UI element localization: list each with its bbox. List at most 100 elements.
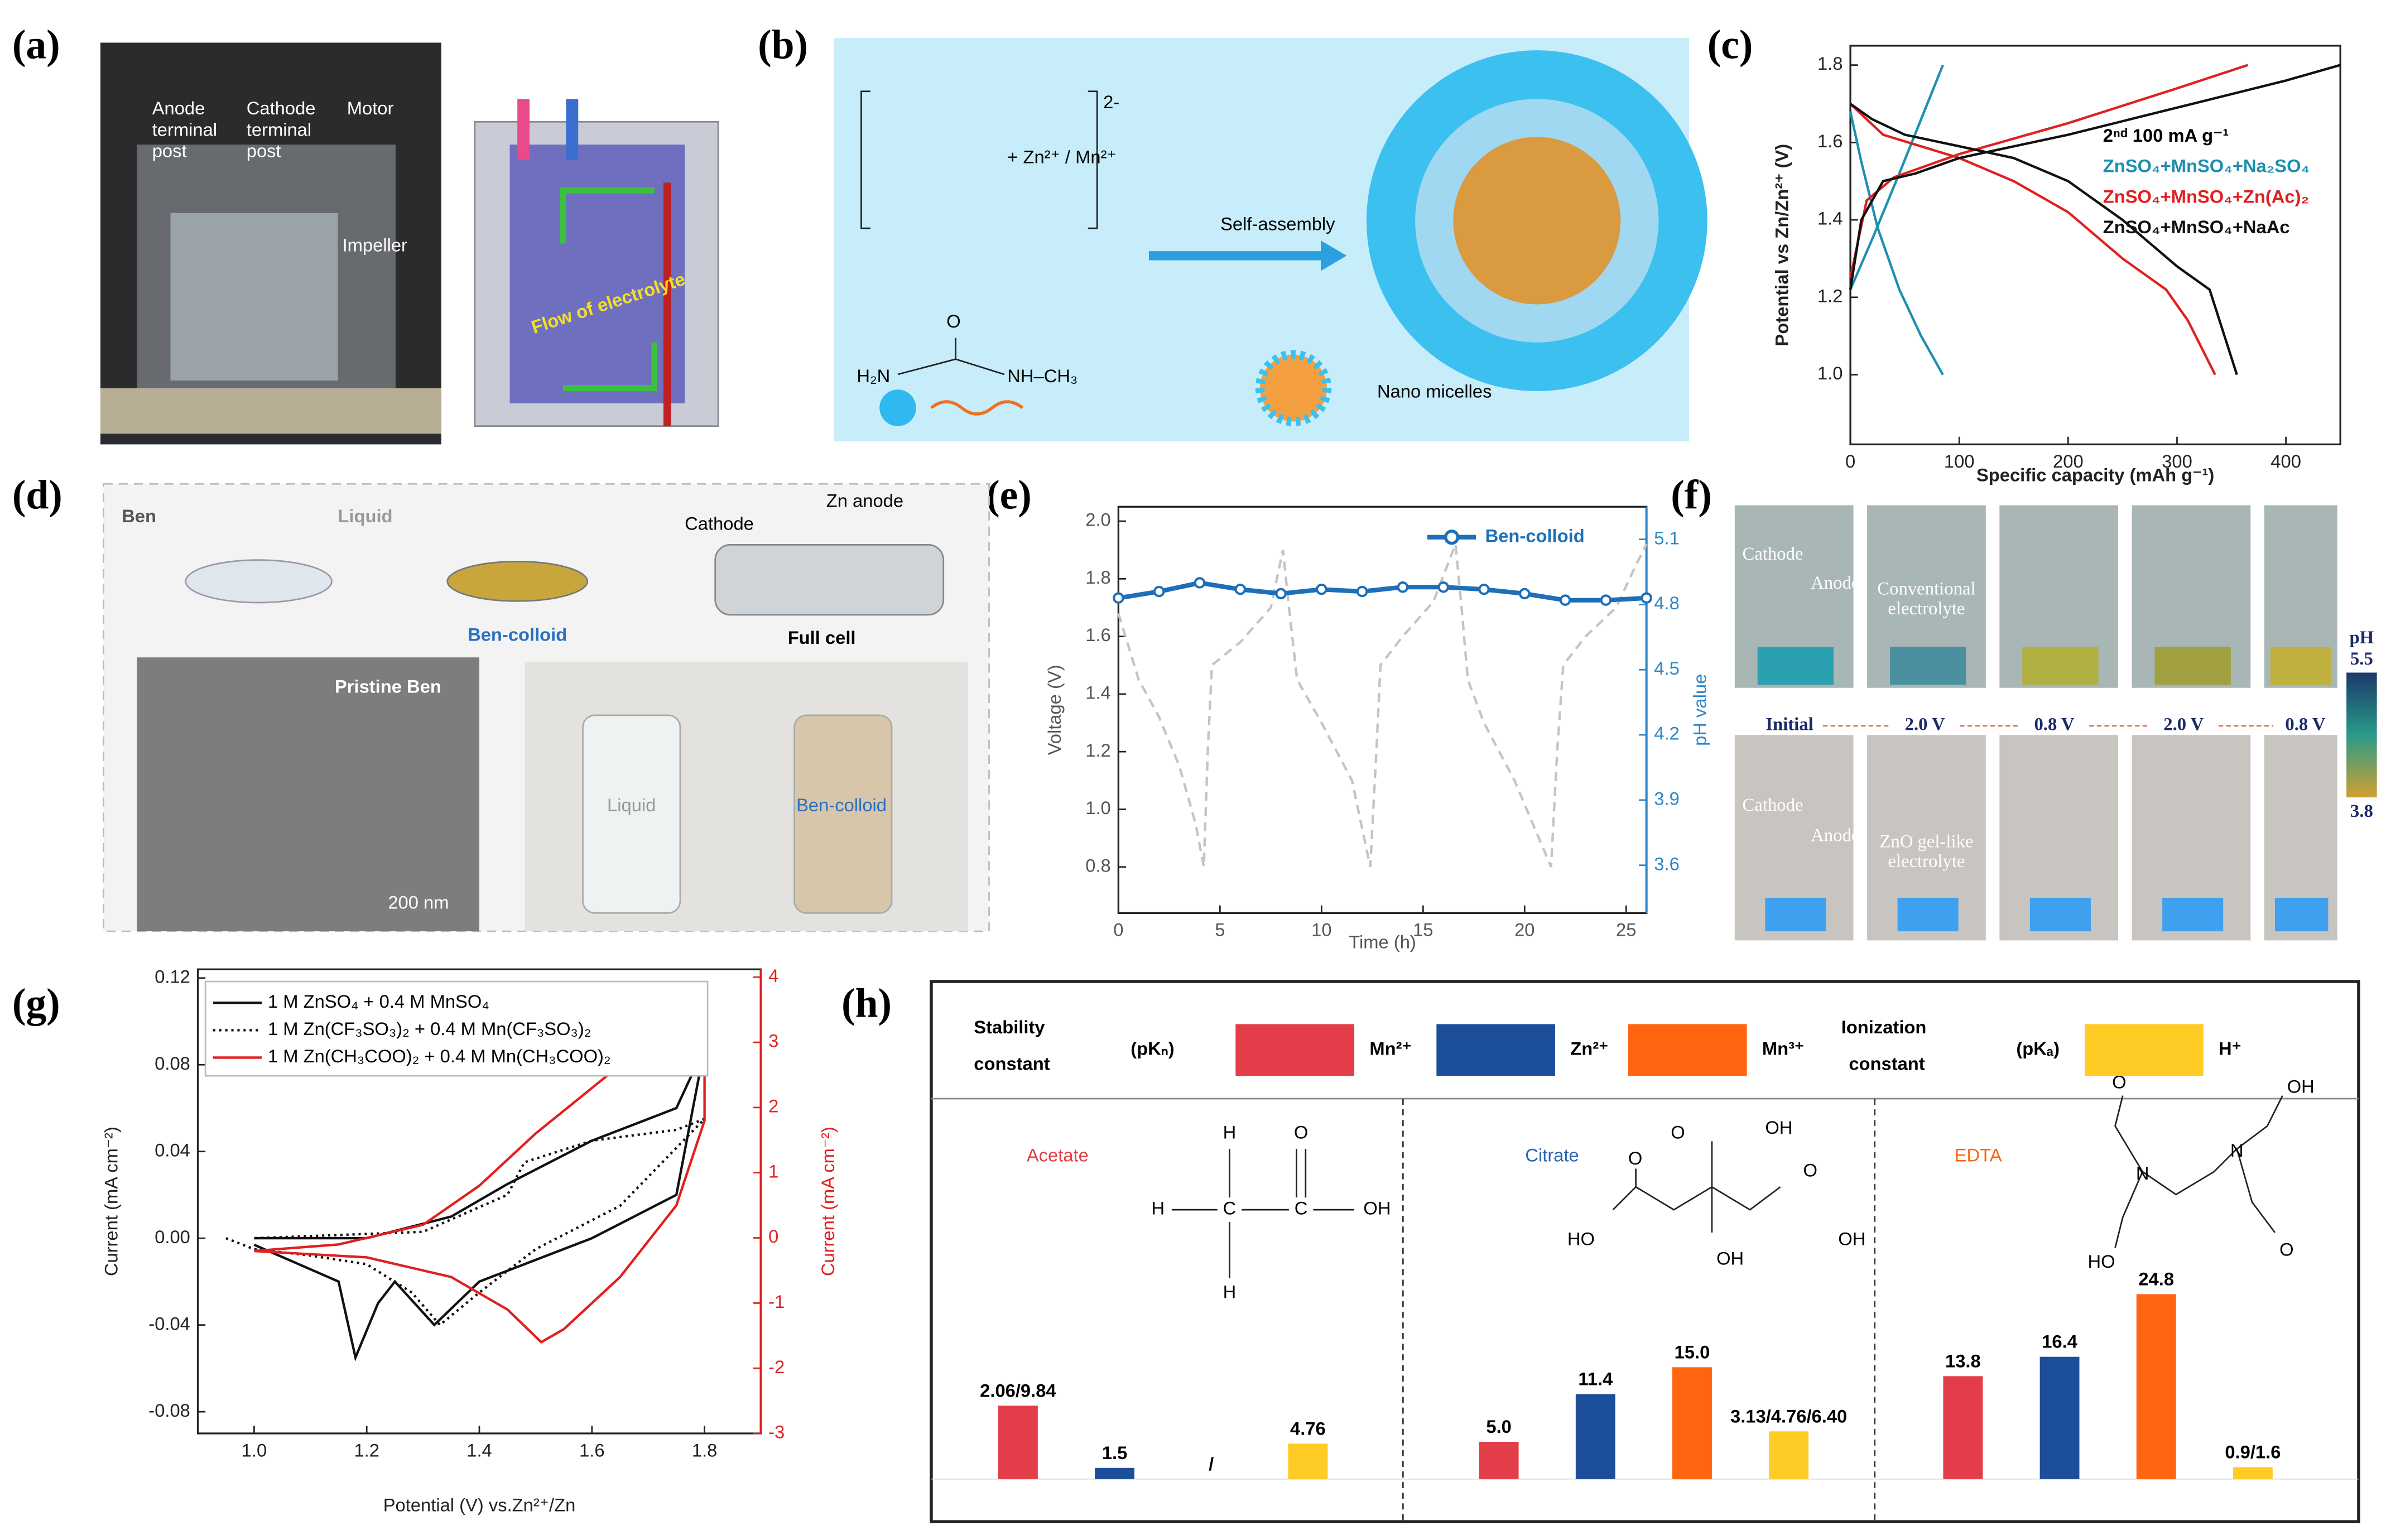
label: O bbox=[946, 311, 960, 331]
label: Cathode bbox=[685, 513, 754, 534]
panel-label: (h) bbox=[841, 980, 892, 1026]
rod bbox=[663, 182, 671, 426]
value-label: 0.9/1.6 bbox=[2225, 1442, 2281, 1462]
bar bbox=[1288, 1443, 1328, 1479]
legend-label: ZnSO₄+MnSO₄+NaAc bbox=[2103, 216, 2290, 237]
label: Liquid bbox=[338, 506, 392, 526]
x-axis-title: Specific capacity (mAh g⁻¹) bbox=[1976, 464, 2214, 485]
x-tick-label: 20 bbox=[1514, 920, 1534, 940]
panel-label: (e) bbox=[986, 471, 1032, 517]
post bbox=[566, 99, 579, 160]
scale-label: 200 nm bbox=[388, 892, 449, 913]
marker bbox=[1437, 581, 1449, 593]
y2-tick-label: -1 bbox=[768, 1291, 785, 1312]
marker bbox=[1113, 592, 1124, 604]
label: Conventional bbox=[1877, 579, 1975, 599]
y2-tick-label: 3.6 bbox=[1654, 853, 1679, 874]
flow-arrow bbox=[560, 187, 658, 391]
liquid bbox=[2274, 898, 2329, 932]
x-tick-label: 1.0 bbox=[242, 1440, 267, 1460]
legend-box bbox=[204, 980, 709, 1077]
cell bbox=[714, 544, 945, 616]
liquid bbox=[2162, 898, 2224, 932]
label: Anode bbox=[1811, 826, 1859, 846]
bar bbox=[1943, 1376, 1983, 1479]
marker bbox=[1641, 592, 1652, 604]
label: Cathode bbox=[247, 98, 316, 118]
step: 2.0 V bbox=[1905, 714, 1945, 734]
label: electrolyte bbox=[1888, 851, 1965, 872]
label: Ben bbox=[122, 506, 156, 526]
atom: O bbox=[2279, 1239, 2293, 1259]
atom: OH bbox=[1716, 1248, 1744, 1269]
label: Full cell bbox=[788, 627, 856, 648]
value-label: 24.8 bbox=[2138, 1269, 2174, 1289]
step: 0.8 V bbox=[2285, 714, 2325, 734]
atom: O bbox=[1671, 1122, 1685, 1142]
x-tick-label: 10 bbox=[1311, 920, 1331, 940]
marker bbox=[1519, 588, 1531, 600]
marker bbox=[1356, 585, 1368, 598]
value-label: 13.8 bbox=[1945, 1350, 1981, 1371]
value-label: 2.06/9.84 bbox=[980, 1380, 1056, 1401]
y2-tick-label: 2 bbox=[768, 1096, 778, 1116]
label: Motor bbox=[347, 98, 394, 118]
panel-label: (f) bbox=[1671, 471, 1712, 517]
panel-label: (d) bbox=[12, 471, 62, 517]
label: Ben-colloid bbox=[796, 795, 887, 815]
panel-label: (g) bbox=[12, 980, 60, 1026]
value-label: 3.13/4.76/6.40 bbox=[1730, 1406, 1847, 1426]
y-tick-label: 1.8 bbox=[1817, 53, 1843, 74]
label: post bbox=[247, 140, 281, 161]
legend-swatch bbox=[2085, 1024, 2204, 1076]
legend-heading: (pKₙ) bbox=[1131, 1038, 1174, 1058]
series-line bbox=[1118, 580, 1647, 603]
step: 2.0 V bbox=[2163, 714, 2204, 734]
bond bbox=[1171, 1149, 1355, 1278]
bond bbox=[1612, 1141, 1781, 1233]
atom: O bbox=[1628, 1148, 1642, 1168]
colorbar bbox=[2346, 672, 2377, 798]
electrode bbox=[170, 213, 338, 381]
liquid bbox=[1765, 898, 1826, 932]
bar bbox=[2233, 1467, 2273, 1479]
y-axis-title: Current (mA cm⁻²) bbox=[100, 1127, 121, 1276]
y-tick-label: -0.08 bbox=[148, 1400, 190, 1421]
series-line bbox=[253, 1047, 706, 1362]
annotation: 2ⁿᵈ 100 mA g⁻¹ bbox=[2103, 125, 2229, 146]
y2-tick-label: -3 bbox=[768, 1422, 785, 1442]
y-tick-label: 1.6 bbox=[1817, 131, 1843, 151]
panel-d: Ben Liquid Ben-colloid Cathode Zn anode … bbox=[103, 483, 990, 932]
y-tick-label: 2.0 bbox=[1085, 509, 1110, 530]
series-line bbox=[254, 1021, 706, 1344]
atom: H bbox=[1223, 1122, 1237, 1142]
legend-heading: (pKₐ) bbox=[2016, 1038, 2060, 1058]
legend-marker bbox=[1444, 530, 1460, 545]
vial bbox=[793, 714, 893, 914]
step: Initial bbox=[1766, 714, 1813, 734]
label: electrolyte bbox=[1888, 599, 1965, 619]
category-label: EDTA bbox=[1955, 1144, 2002, 1165]
label: Pristine Ben bbox=[335, 676, 441, 696]
label: Anode bbox=[152, 98, 205, 118]
marker bbox=[1153, 585, 1165, 598]
y-axis-title: Potential vs Zn/Zn²⁺ (V) bbox=[1772, 144, 1792, 346]
colorbar-label: 3.8 bbox=[2350, 801, 2373, 821]
plot-frame bbox=[1117, 506, 1648, 914]
x-tick-label: 1.8 bbox=[692, 1440, 717, 1460]
liquid bbox=[2029, 898, 2091, 932]
x-tick-label: 25 bbox=[1616, 920, 1636, 940]
bar bbox=[2039, 1356, 2080, 1479]
label: Nano micelles bbox=[1377, 381, 1492, 401]
panel-label: (c) bbox=[1707, 21, 1753, 67]
legend-label: 1 M Zn(CF₃SO₃)₂ + 0.4 M Mn(CF₃SO₃)₂ bbox=[268, 1018, 591, 1039]
label: Zn anode bbox=[826, 490, 903, 511]
x-tick-label: 0 bbox=[1113, 920, 1123, 940]
value-label: 4.76 bbox=[1290, 1418, 1326, 1438]
x-tick-label: 15 bbox=[1413, 920, 1433, 940]
atom: O bbox=[1803, 1160, 1817, 1181]
x-tick-label: 1.6 bbox=[579, 1440, 604, 1460]
legend-label: 1 M ZnSO₄ + 0.4 M MnSO₄ bbox=[268, 991, 489, 1012]
colorbar-label: 5.5 bbox=[2350, 649, 2373, 669]
